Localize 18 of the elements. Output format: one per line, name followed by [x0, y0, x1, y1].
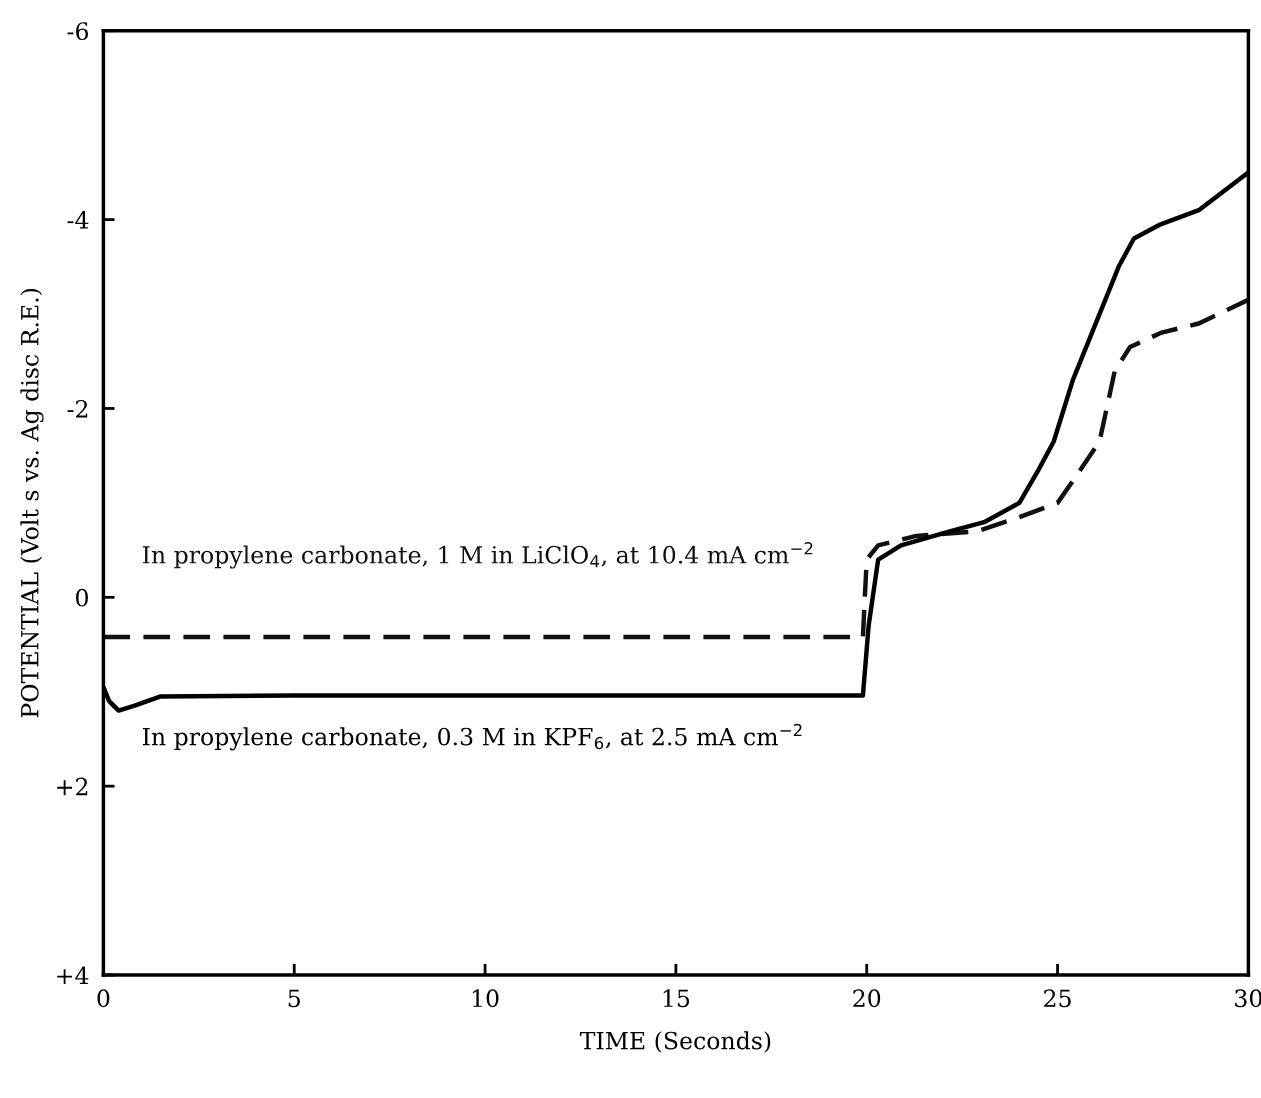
line-series	[103, 297, 1249, 640]
y-tick-label: +2	[57, 777, 88, 796]
x-tick-label: 10	[472, 989, 499, 1008]
y-tick-label: -6	[67, 22, 89, 41]
series-label: In propylene carbonate, 0.3 M in KPF$_{6}$, at 2.5 mA cm$^{−2}$	[142, 723, 802, 751]
x-axis-title: TIME (Seconds)	[579, 1031, 771, 1053]
y-tick-label: -4	[67, 211, 89, 229]
y-axis-title: POTENTIAL (Volt s vs. Ag disc R.E.)	[20, 288, 44, 718]
text: In propylene carbonate, 1 M in LiClO$_{4}$, at 10.4 mA cm$^{−2}$	[142, 542, 813, 569]
y-tick-label: -2	[67, 399, 88, 418]
x-tick-label: 0	[97, 989, 110, 1008]
x-tick-label: 30	[1235, 989, 1261, 1008]
x-tick-label: 25	[1044, 989, 1071, 1008]
x-tick-label: 20	[853, 989, 881, 1008]
y-tick-label: 0	[76, 588, 88, 607]
x-tick-label: 5	[288, 989, 300, 1008]
y-tick-label: +4	[57, 966, 89, 984]
x-tick-label: 15	[663, 989, 690, 1008]
